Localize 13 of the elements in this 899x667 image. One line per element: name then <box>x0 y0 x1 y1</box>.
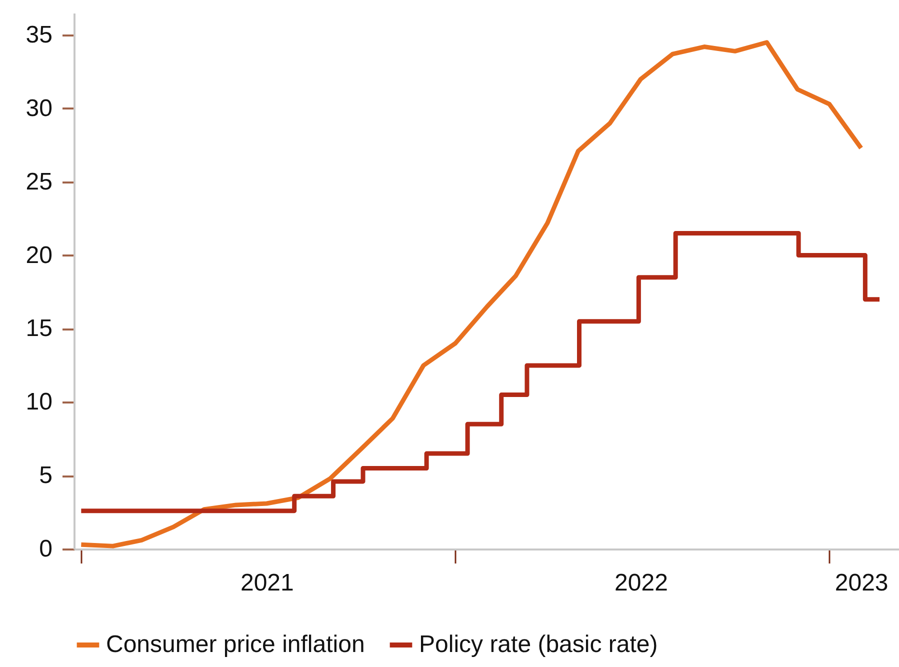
y-tick-label: 15 <box>26 315 52 342</box>
x-tick-label: 2023 <box>834 570 888 596</box>
y-tick-label: 25 <box>26 168 52 196</box>
y-tick-label: 20 <box>26 242 52 269</box>
x-tick-label: 2021 <box>240 570 294 596</box>
y-tick-label: 0 <box>39 536 52 562</box>
legend-label: Consumer price inflation <box>106 631 365 658</box>
y-tick-label: 35 <box>26 22 52 49</box>
legend-label: Policy rate (basic rate) <box>419 631 658 658</box>
y-tick-label: 10 <box>26 388 52 416</box>
x-tick-label: 2022 <box>614 570 668 596</box>
y-tick-label: 5 <box>39 462 52 490</box>
y-tick-label: 30 <box>26 94 52 122</box>
